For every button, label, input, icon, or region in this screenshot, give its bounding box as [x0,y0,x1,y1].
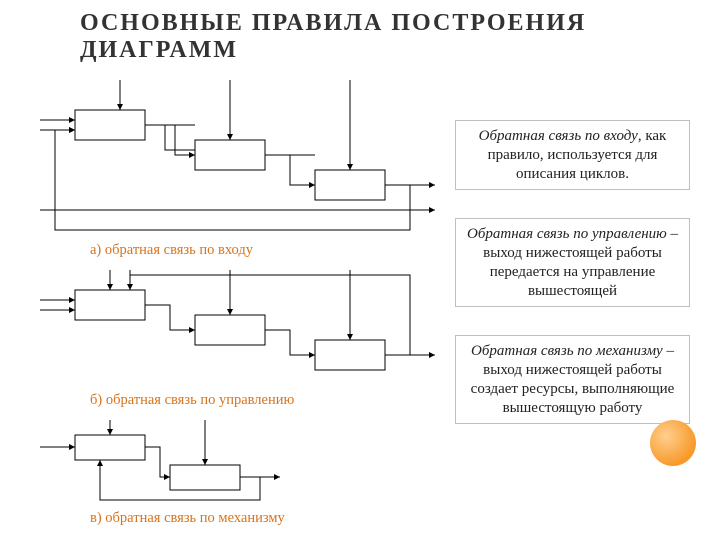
caption-b: б) обратная связь по управлению [90,392,294,409]
diagram-b-svg [40,270,440,390]
diagram-a [40,80,440,240]
desc-box-b: Обратная связь по управлению – выход ниж… [455,218,690,307]
caption-a: а) обратная связь по входу [90,242,253,259]
diagram-area: а) обратная связь по входу б) обратная с… [40,80,440,520]
diagram-c [40,420,320,510]
caption-c: в) обратная связь по механизму [90,510,285,527]
diagram-c-svg [40,420,320,510]
desc-c-prefix: Обратная связь по механизму [471,343,663,359]
accent-circle-icon [650,420,696,466]
page-title: ОСНОВНЫЕ ПРАВИЛА ПОСТРОЕНИЯ ДИАГРАММ [80,10,640,64]
description-column: Обратная связь по входу, как правило, ис… [455,120,690,452]
desc-box-c: Обратная связь по механизму – выход ниже… [455,335,690,424]
diagram-a-svg [40,80,440,240]
desc-a-prefix: Обратная связь по входу [479,128,638,144]
diagram-b [40,270,440,390]
desc-box-a: Обратная связь по входу, как правило, ис… [455,120,690,190]
desc-b-prefix: Обратная связь по управлению [467,226,667,242]
